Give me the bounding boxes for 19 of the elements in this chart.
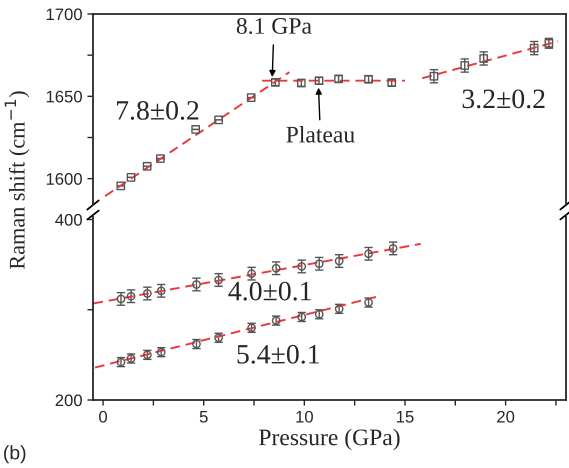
- x-tick-label: 15: [396, 411, 414, 423]
- annotation: 5.4±0.1: [238, 344, 319, 364]
- annotation: Plateau: [286, 126, 355, 143]
- x-axis-title: Pressure (GPa): [259, 428, 400, 450]
- annotation: 3.2±0.2: [462, 89, 544, 108]
- y-tick-label: 1700: [46, 8, 82, 20]
- annotation: 8.1 GPa: [236, 18, 312, 34]
- annotation: 4.0±0.1: [228, 282, 311, 301]
- x-tick-label: 10: [296, 410, 313, 423]
- x-tick-label: 5: [200, 411, 208, 423]
- y-axis-title: Raman shift (cm$^{−1}$): [4, 91, 30, 270]
- x-tick-label: 20: [497, 410, 514, 423]
- text: (b): [4, 445, 26, 464]
- y-tick-label: 200: [56, 394, 82, 406]
- y-tick-label: 400: [55, 214, 82, 226]
- annotation: 7.8±0.2: [116, 101, 198, 120]
- y-tick-label: 1650: [46, 90, 82, 103]
- x-tick-label: 0: [99, 410, 108, 423]
- y-tick-label: 1600: [46, 173, 82, 185]
